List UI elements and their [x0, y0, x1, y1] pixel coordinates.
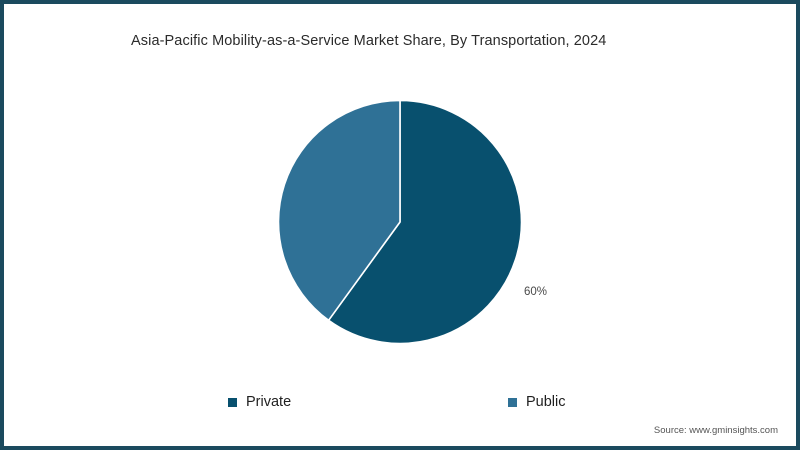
legend-item-private[interactable]: Private — [228, 390, 291, 414]
pie-slice-group — [278, 100, 522, 344]
chart-legend: Private Public — [0, 390, 800, 414]
legend-swatch-icon-public — [508, 397, 517, 407]
legend-swatch-icon-private — [228, 397, 237, 407]
pie-chart-svg — [278, 100, 522, 344]
pie-slice-private[interactable] — [327, 100, 522, 344]
legend-item-public[interactable]: Public — [508, 390, 566, 414]
chart-title: Asia-Pacific Mobility-as-a-Service Marke… — [131, 33, 607, 49]
source-note: Source: www.gminsights.com — [653, 425, 778, 436]
pie-slice-public[interactable] — [278, 100, 401, 322]
legend-label-public: Public — [526, 394, 566, 410]
pie-chart — [278, 100, 522, 344]
legend-label-private: Private — [246, 394, 292, 410]
pie-slice-value-label: 60% — [524, 286, 548, 298]
